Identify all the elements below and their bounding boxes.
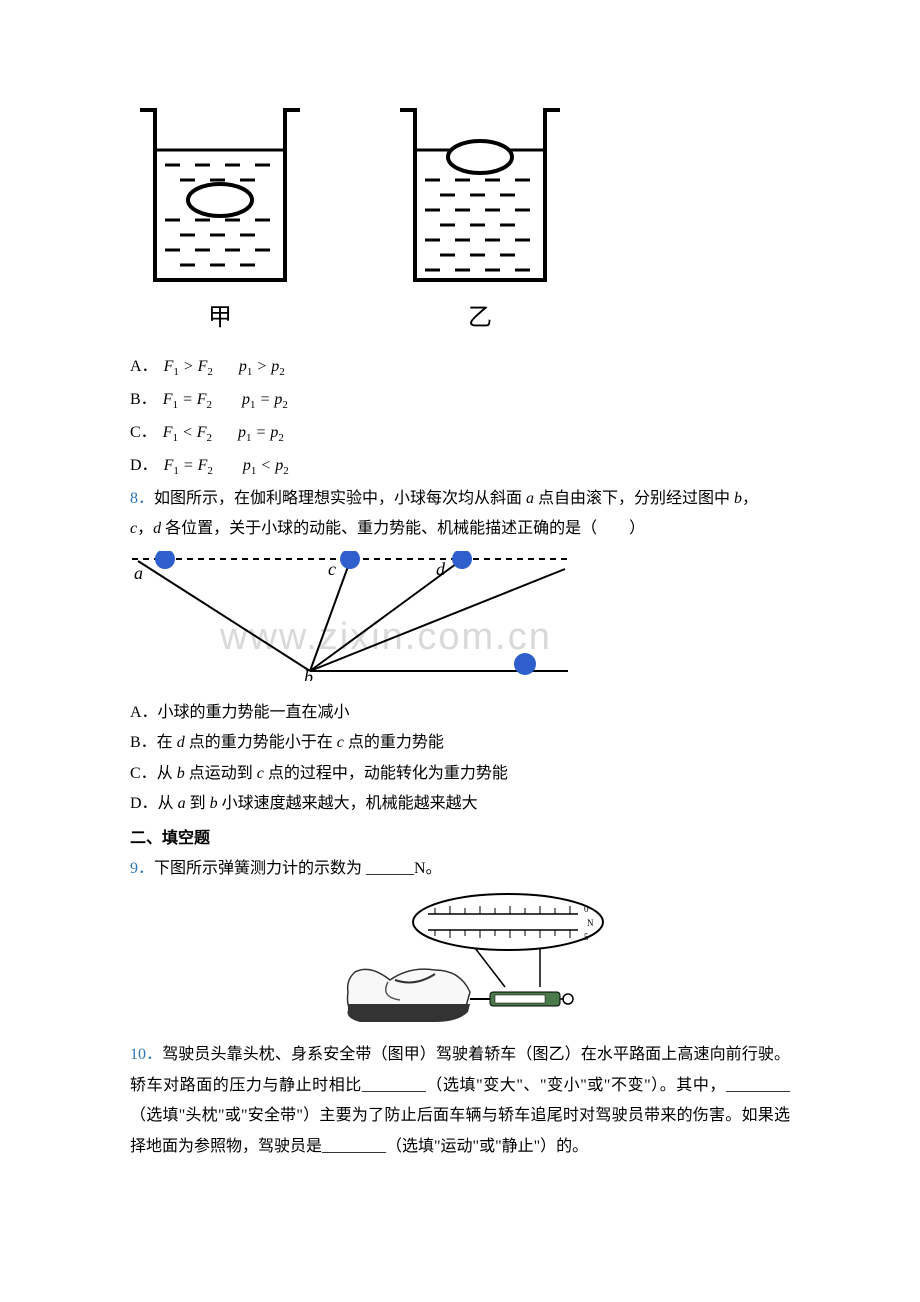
option-letter: A． (130, 352, 158, 382)
formula: F1 > F2 (164, 352, 213, 383)
svg-text:c: c (328, 559, 336, 579)
beaker-svg-left (130, 100, 310, 290)
svg-text:d: d (436, 559, 446, 579)
q8-option-c: C．从 b 点运动到 c 点的过程中，动能转化为重力势能 (130, 759, 790, 789)
section-2-header: 二、填空题 (130, 824, 790, 854)
option-letter: D． (130, 451, 158, 481)
option-letter: B． (130, 385, 157, 415)
option-letter: C． (130, 418, 157, 448)
beaker-right-label: 乙 (468, 296, 492, 342)
beaker-svg-right (390, 100, 570, 290)
formula: F1 = F2 (163, 385, 212, 416)
q8-text: 8．如图所示，在伽利略理想实验中，小球每次均从斜面 a 点自由滚下，分别经过图中… (130, 484, 790, 514)
svg-text:0: 0 (584, 904, 589, 914)
shoe-figure: 0 N 5 (170, 892, 790, 1032)
q8-text-line2: c，d 各位置，关于小球的动能、重力势能、机械能描述正确的是（ ） (130, 514, 790, 544)
q10-number: 10． (130, 1046, 162, 1063)
q7-option-c: C． F1 < F2 p1 = p2 (130, 418, 790, 449)
q8-option-d: D．从 a 到 b 小球速度越来越大，机械能越来越大 (130, 789, 790, 819)
q7-option-b: B． F1 = F2 p1 = p2 (130, 385, 790, 416)
q8-option-a: A．小球的重力势能一直在减小 (130, 698, 790, 728)
q7-option-a: A． F1 > F2 p1 > p2 (130, 352, 790, 383)
formula: F1 = F2 (164, 451, 213, 482)
svg-text:N: N (587, 918, 594, 928)
svg-text:a: a (134, 563, 143, 583)
q8-number: 8． (130, 490, 154, 507)
formula: F1 < F2 (163, 418, 212, 449)
q7-option-d: D． F1 = F2 p1 < p2 (130, 451, 790, 482)
formula: p1 = p2 (238, 418, 284, 449)
formula: p1 > p2 (239, 352, 285, 383)
beaker-right: 乙 (390, 100, 570, 342)
svg-text:5: 5 (584, 932, 589, 942)
q9-number: 9． (130, 860, 154, 877)
ramp-diagram: a c d b (130, 551, 790, 692)
beaker-figure: 甲 乙 (130, 100, 790, 342)
svg-text:b: b (304, 667, 313, 681)
q9-text: 9．下图所示弹簧测力计的示数为 ______N。 (130, 854, 790, 884)
beaker-left: 甲 (130, 100, 310, 342)
formula: p1 = p2 (242, 385, 288, 416)
beaker-left-label: 甲 (208, 296, 232, 342)
formula: p1 < p2 (243, 451, 289, 482)
q10-text: 10．驾驶员头靠头枕、身系安全带（图甲）驾驶着轿车（图乙）在水平路面上高速向前行… (130, 1040, 790, 1162)
q8-option-b: B．在 d 点的重力势能小于在 c 点的重力势能 (130, 728, 790, 758)
